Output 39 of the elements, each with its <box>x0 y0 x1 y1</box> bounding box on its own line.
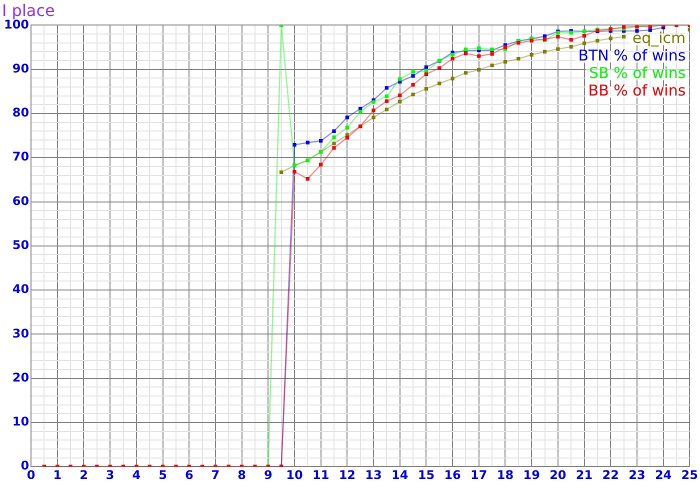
x-tick-label: 23 <box>628 468 646 482</box>
chart-title: I place <box>2 0 55 20</box>
text: BB % of wins <box>588 82 686 100</box>
series-label: BTN % of wins <box>578 46 686 65</box>
x-tick-label: 19 <box>523 468 540 482</box>
x-tick-label: 12 <box>338 468 356 482</box>
x-tick-label: 8 <box>238 468 246 482</box>
x-tick-label: 5 <box>158 468 167 482</box>
y-tick-label: 10 <box>12 414 30 429</box>
y-tick-label: 90 <box>12 61 30 76</box>
x-tick-label: 11 <box>312 468 330 482</box>
legend-label: eq_icm <box>632 29 686 48</box>
y-tick-label: 60 <box>12 194 30 208</box>
x-tick-label: 3 <box>106 468 114 482</box>
x-tick-label: 17 <box>470 468 488 482</box>
x-tick-label: 14 <box>392 468 408 482</box>
x-tick-label: 6 <box>184 468 194 482</box>
x-tick-label: 24 <box>654 468 672 482</box>
x-tick-label: 18 <box>496 468 514 482</box>
x-tick-label: 1 <box>53 468 62 482</box>
x-tick-label: 22 <box>602 468 619 482</box>
y-tick-label: 40 <box>12 282 30 296</box>
x-tick-label: 2 <box>80 468 88 482</box>
x-tick-label: 16 <box>444 468 461 482</box>
y-tick-label: 80 <box>12 106 30 120</box>
x-tick-label: 21 <box>576 468 593 482</box>
x-tick-label: 25 <box>681 468 698 482</box>
y-tick-label: 70 <box>12 150 30 164</box>
y-tick-label: 50 <box>12 238 30 252</box>
x-tick-label: 4 <box>132 468 141 482</box>
x-tick-label: 15 <box>418 468 435 482</box>
text: SB % of wins <box>589 64 686 82</box>
x-tick-label: 9 <box>264 468 272 482</box>
x-tick-label: 20 <box>550 468 566 482</box>
x-tick-label: 13 <box>365 468 382 482</box>
y-tick-label: 30 <box>12 326 30 340</box>
y-tick-label: 20 <box>12 370 30 384</box>
x-tick-label: 10 <box>286 468 303 482</box>
x-tick-label: 7 <box>211 468 220 482</box>
